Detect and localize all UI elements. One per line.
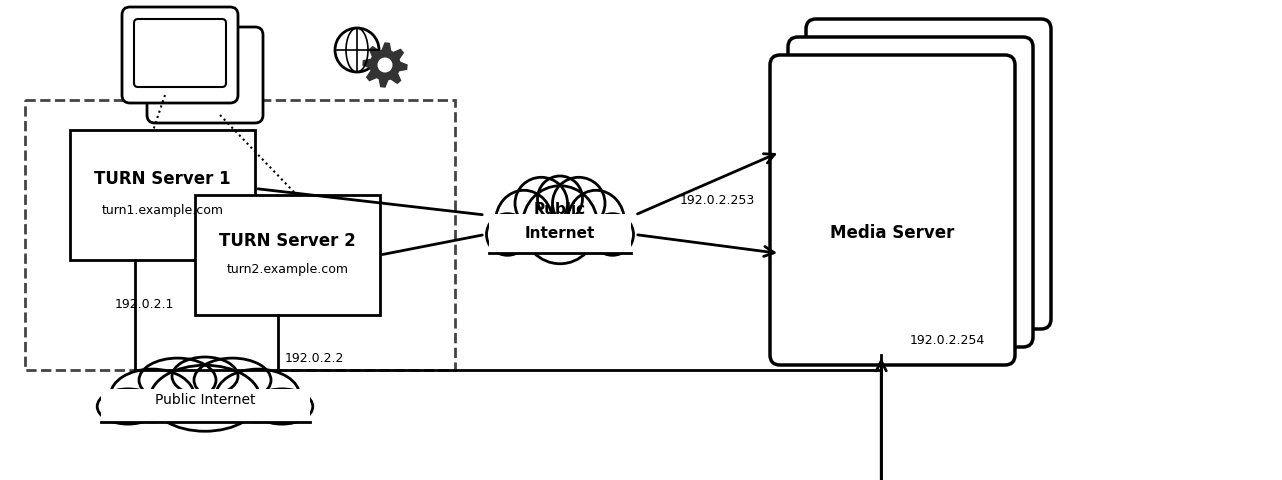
- Bar: [488, 214, 631, 252]
- FancyBboxPatch shape: [806, 19, 1051, 329]
- Text: 192.0.2.254: 192.0.2.254: [910, 334, 986, 347]
- Text: turn2.example.com: turn2.example.com: [227, 263, 349, 276]
- Text: 192.0.2.2: 192.0.2.2: [285, 351, 345, 364]
- FancyBboxPatch shape: [122, 7, 238, 103]
- Ellipse shape: [251, 389, 313, 424]
- Ellipse shape: [172, 357, 238, 396]
- Bar: [26, 100, 455, 370]
- Text: 192.0.2.253: 192.0.2.253: [679, 193, 755, 206]
- Ellipse shape: [150, 365, 260, 431]
- Ellipse shape: [486, 214, 528, 255]
- Bar: [100, 389, 309, 422]
- Ellipse shape: [568, 190, 624, 252]
- Ellipse shape: [591, 214, 633, 255]
- Text: 192.0.2.1: 192.0.2.1: [115, 299, 174, 312]
- Text: Media Server: Media Server: [831, 224, 955, 242]
- FancyBboxPatch shape: [135, 19, 226, 87]
- Bar: [71, 130, 255, 260]
- Ellipse shape: [110, 369, 194, 422]
- Ellipse shape: [496, 190, 553, 252]
- Polygon shape: [363, 43, 406, 87]
- Ellipse shape: [553, 177, 605, 229]
- Text: TURN Server 2: TURN Server 2: [219, 232, 356, 250]
- Ellipse shape: [537, 176, 582, 221]
- Ellipse shape: [194, 358, 271, 402]
- Text: TURN Server 1: TURN Server 1: [94, 170, 231, 188]
- Ellipse shape: [523, 186, 597, 264]
- Circle shape: [335, 28, 379, 72]
- Text: Internet: Internet: [524, 226, 595, 240]
- FancyBboxPatch shape: [788, 37, 1033, 347]
- FancyBboxPatch shape: [147, 27, 263, 123]
- Ellipse shape: [215, 369, 300, 422]
- Ellipse shape: [515, 177, 568, 229]
- FancyBboxPatch shape: [770, 55, 1015, 365]
- Bar: [195, 195, 379, 315]
- Ellipse shape: [138, 358, 215, 402]
- Ellipse shape: [97, 389, 159, 424]
- Text: Public Internet: Public Internet: [155, 393, 255, 407]
- Text: turn1.example.com: turn1.example.com: [101, 204, 223, 217]
- Text: Public: Public: [533, 203, 586, 217]
- Circle shape: [377, 58, 392, 72]
